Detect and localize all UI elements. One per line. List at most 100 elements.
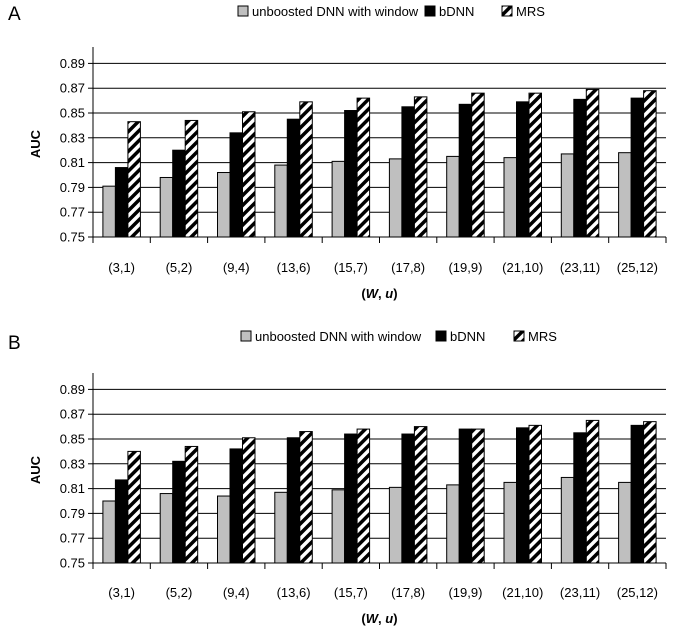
bar	[413, 96, 428, 238]
bar	[516, 101, 530, 238]
bar	[356, 428, 371, 564]
bar	[356, 97, 371, 238]
bar	[471, 92, 485, 238]
bar	[401, 433, 415, 564]
bar	[331, 160, 346, 238]
x-tick-label: (9,4)	[223, 585, 250, 600]
bar	[458, 103, 473, 238]
legend-label: bDNN	[450, 329, 485, 344]
legend-swatch	[501, 5, 513, 17]
bar	[388, 158, 403, 238]
bar	[528, 424, 542, 564]
x-tick-label: (21,10)	[502, 585, 543, 600]
legend-label: MRS	[528, 329, 557, 344]
x-tick-label: (23,11)	[560, 585, 600, 600]
bar	[229, 448, 243, 564]
bar	[643, 421, 657, 564]
bar	[618, 481, 632, 564]
y-axis-title: AUC	[28, 455, 43, 484]
bar	[413, 426, 428, 564]
bar	[471, 428, 485, 564]
x-axis-title: (W, u)	[361, 286, 397, 301]
x-tick-label: (19,9)	[448, 260, 482, 275]
y-tick-label: 0.83	[60, 456, 85, 471]
bar	[573, 432, 587, 564]
x-tick-label: (5,2)	[166, 260, 193, 275]
bar	[331, 489, 346, 564]
y-tick-label: 0.79	[60, 180, 85, 195]
y-tick-label: 0.77	[60, 531, 85, 546]
bar	[274, 491, 288, 564]
x-tick-label: (25,12)	[617, 585, 658, 600]
bar	[585, 419, 600, 564]
y-tick-label: 0.89	[60, 56, 85, 71]
bar	[643, 90, 657, 238]
bar	[242, 437, 256, 564]
bar	[102, 500, 116, 564]
panel-letter: A	[8, 4, 21, 25]
bar	[229, 132, 243, 238]
y-tick-label: 0.83	[60, 130, 85, 145]
bar	[184, 445, 199, 564]
legend-swatch	[435, 330, 447, 342]
y-tick-label: 0.81	[60, 481, 85, 496]
bar	[585, 88, 600, 238]
bar	[242, 111, 256, 238]
bar	[127, 450, 141, 564]
bar	[114, 479, 129, 564]
bar	[159, 176, 174, 238]
bar	[528, 92, 542, 238]
legend-swatch	[424, 5, 436, 17]
bar	[217, 495, 231, 564]
bar	[573, 98, 587, 238]
y-tick-label: 0.85	[60, 106, 85, 121]
bar	[618, 152, 632, 238]
x-tick-label: (3,1)	[108, 260, 135, 275]
x-tick-label: (21,10)	[502, 260, 543, 275]
bar	[388, 486, 403, 564]
x-tick-label: (23,11)	[560, 260, 600, 275]
y-tick-label: 0.85	[60, 432, 85, 447]
bar	[560, 153, 575, 238]
x-tick-label: (17,8)	[391, 585, 425, 600]
bar	[630, 97, 645, 238]
bar	[286, 437, 301, 564]
bar	[127, 121, 141, 238]
x-tick-label: (19,9)	[448, 585, 482, 600]
bar	[172, 149, 186, 238]
x-tick-label: (9,4)	[223, 260, 250, 275]
bar	[344, 110, 358, 238]
legend-label: MRS	[516, 4, 545, 19]
panel-letter: B	[8, 333, 21, 354]
bar	[159, 493, 174, 564]
x-tick-label: (3,1)	[108, 585, 135, 600]
bar	[184, 119, 199, 238]
bar	[503, 481, 517, 564]
bar	[503, 157, 517, 238]
y-tick-label: 0.87	[60, 407, 85, 422]
x-tick-label: (13,6)	[277, 260, 311, 275]
bar	[516, 427, 530, 564]
x-tick-label: (5,2)	[166, 585, 193, 600]
x-tick-label: (13,6)	[277, 585, 311, 600]
y-tick-label: 0.75	[60, 230, 85, 245]
y-tick-label: 0.79	[60, 506, 85, 521]
legend-swatch	[237, 5, 249, 17]
y-axis-title: AUC	[28, 129, 43, 158]
legend-label: bDNN	[439, 4, 474, 19]
y-tick-label: 0.87	[60, 81, 85, 96]
bar	[299, 431, 313, 564]
bar	[274, 164, 288, 238]
bar	[299, 101, 313, 238]
bar	[630, 424, 645, 564]
y-tick-label: 0.77	[60, 205, 85, 220]
legend-label: unboosted DNN with window	[252, 4, 419, 19]
bar	[401, 106, 415, 238]
bar	[446, 484, 460, 564]
bar	[458, 428, 473, 564]
x-tick-label: (25,12)	[617, 260, 658, 275]
x-axis-title: (W, u)	[361, 611, 397, 626]
